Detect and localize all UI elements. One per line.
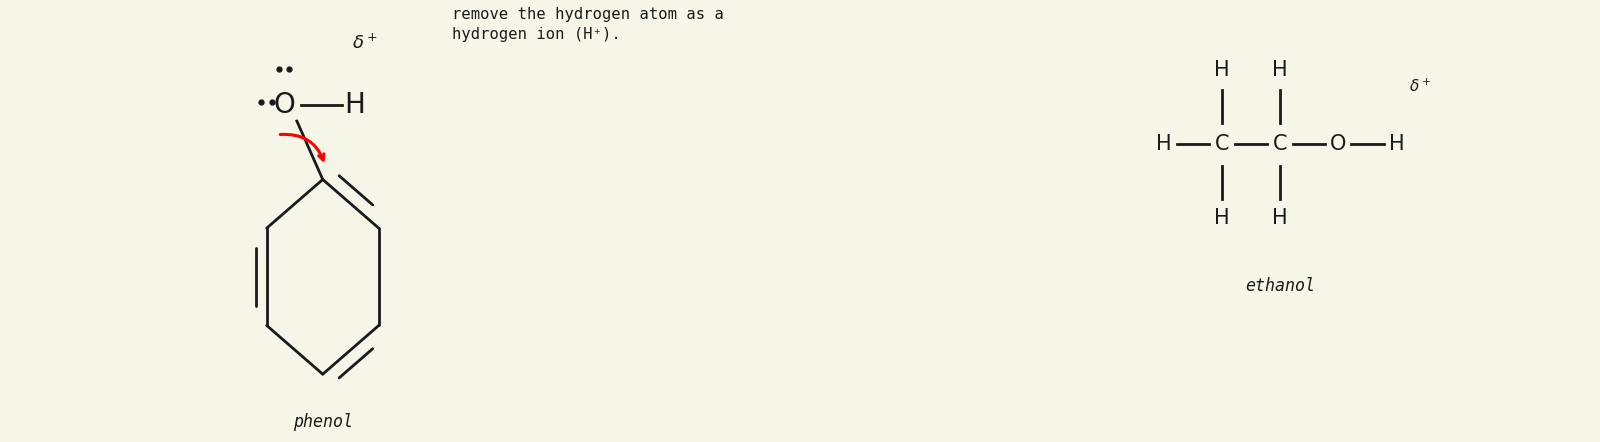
Text: H: H [344,91,365,119]
Text: ethanol: ethanol [1245,277,1315,295]
Text: $\delta^+$: $\delta^+$ [352,34,379,53]
Text: H: H [1272,209,1288,229]
Text: H: H [1155,134,1171,154]
Text: O: O [274,91,294,119]
Text: phenol: phenol [293,413,352,431]
Text: C: C [1274,134,1288,154]
Text: H: H [1272,61,1288,80]
Text: H: H [1214,209,1230,229]
Text: $\delta^+$: $\delta^+$ [1408,77,1430,95]
Text: O: O [1330,134,1347,154]
Text: H: H [1389,134,1405,154]
Text: The lone pair on the oxygen atom in
phenol is partly drawn into the
ring, this w: The lone pair on the oxygen atom in phen… [453,0,790,42]
Text: C: C [1214,134,1229,154]
Text: H: H [1214,61,1230,80]
